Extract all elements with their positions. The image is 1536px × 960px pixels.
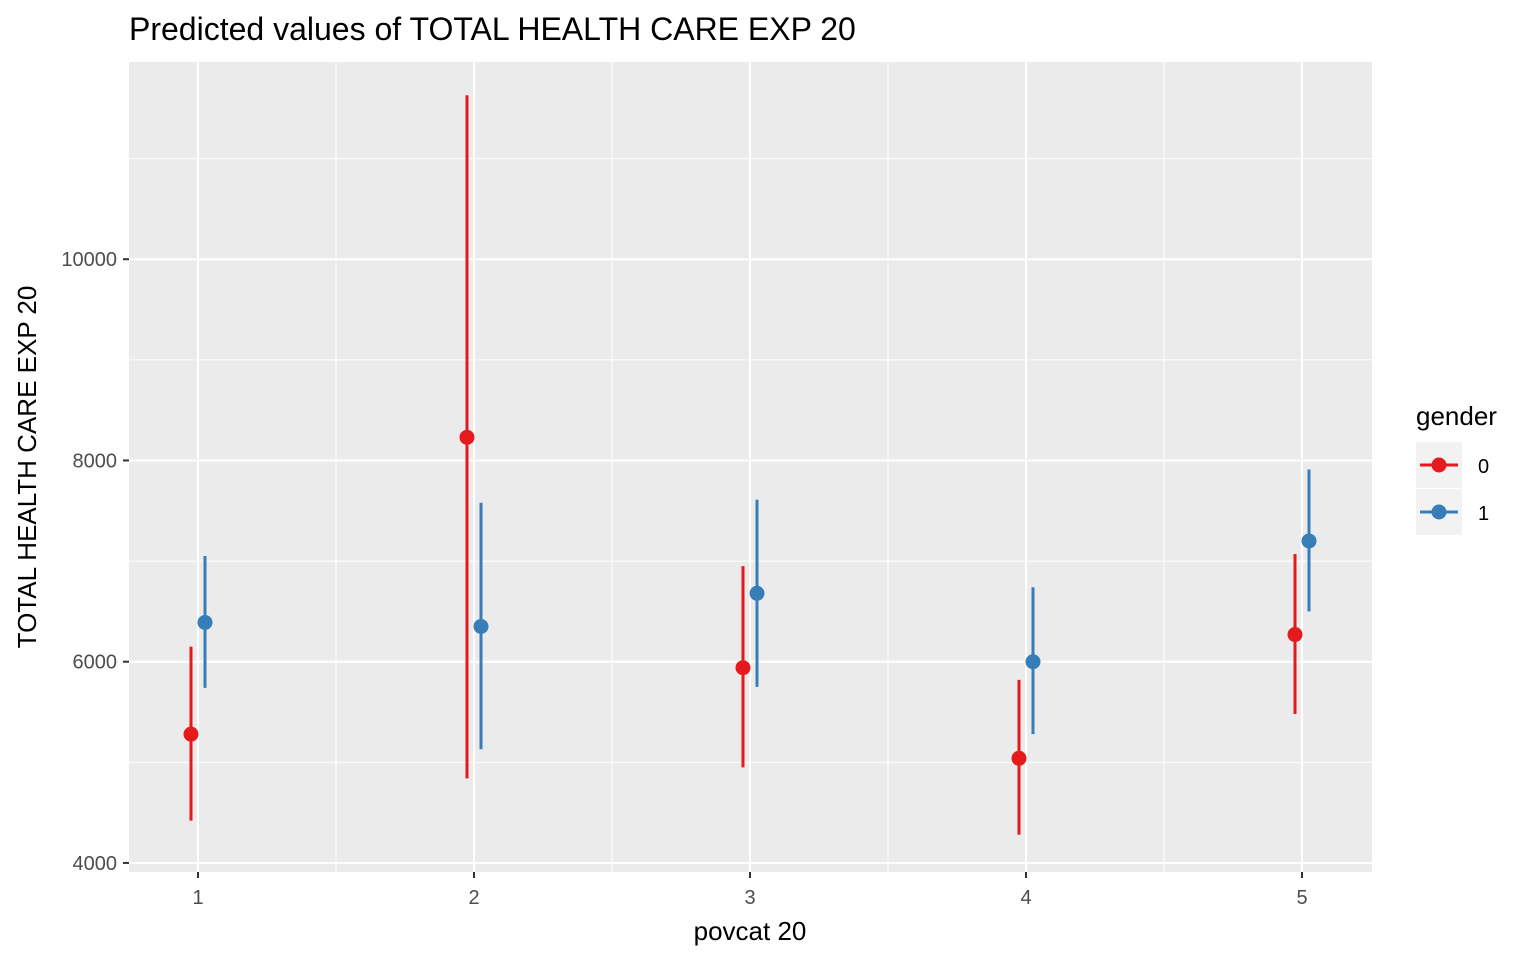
legend: gender 0 1 xyxy=(1416,401,1497,535)
legend-label-1: 1 xyxy=(1478,503,1489,525)
point-gender-1-povcat-1 xyxy=(197,614,213,630)
chart-title: Predicted values of TOTAL HEALTH CARE EX… xyxy=(129,11,856,47)
legend-title: gender xyxy=(1416,401,1497,431)
point-gender-1-povcat-3 xyxy=(749,585,765,601)
y-tick-label: 10000 xyxy=(61,249,117,271)
x-tick-label: 2 xyxy=(468,887,479,909)
legend-key-point-0 xyxy=(1431,457,1447,473)
x-tick-label: 5 xyxy=(1296,887,1307,909)
point-gender-1-povcat-2 xyxy=(473,618,489,634)
grid-major-lines xyxy=(129,62,1372,872)
y-tick-label: 6000 xyxy=(73,652,118,674)
point-gender-1-povcat-5 xyxy=(1301,533,1317,549)
point-gender-0-povcat-4 xyxy=(1011,750,1027,766)
point-gender-0-povcat-5 xyxy=(1287,627,1303,643)
x-tick-label: 1 xyxy=(192,887,203,909)
point-gender-0-povcat-3 xyxy=(735,660,751,676)
y-tick-label: 4000 xyxy=(73,853,118,875)
x-tick-label: 4 xyxy=(1020,887,1031,909)
y-axis-title: TOTAL HEALTH CARE EXP 20 xyxy=(12,286,42,649)
legend-key-point-1 xyxy=(1431,504,1447,520)
point-gender-1-povcat-4 xyxy=(1025,654,1041,670)
data-points xyxy=(183,429,1317,766)
x-axis-ticks: 1 2 3 4 5 xyxy=(192,872,1308,909)
legend-label-0: 0 xyxy=(1478,456,1489,478)
x-axis-title: povcat 20 xyxy=(694,916,807,946)
x-tick-label: 3 xyxy=(744,887,755,909)
point-gender-0-povcat-2 xyxy=(459,429,475,445)
point-gender-0-povcat-1 xyxy=(183,726,199,742)
y-tick-label: 8000 xyxy=(73,450,118,472)
y-axis-ticks: 4000 6000 8000 10000 xyxy=(61,249,129,875)
